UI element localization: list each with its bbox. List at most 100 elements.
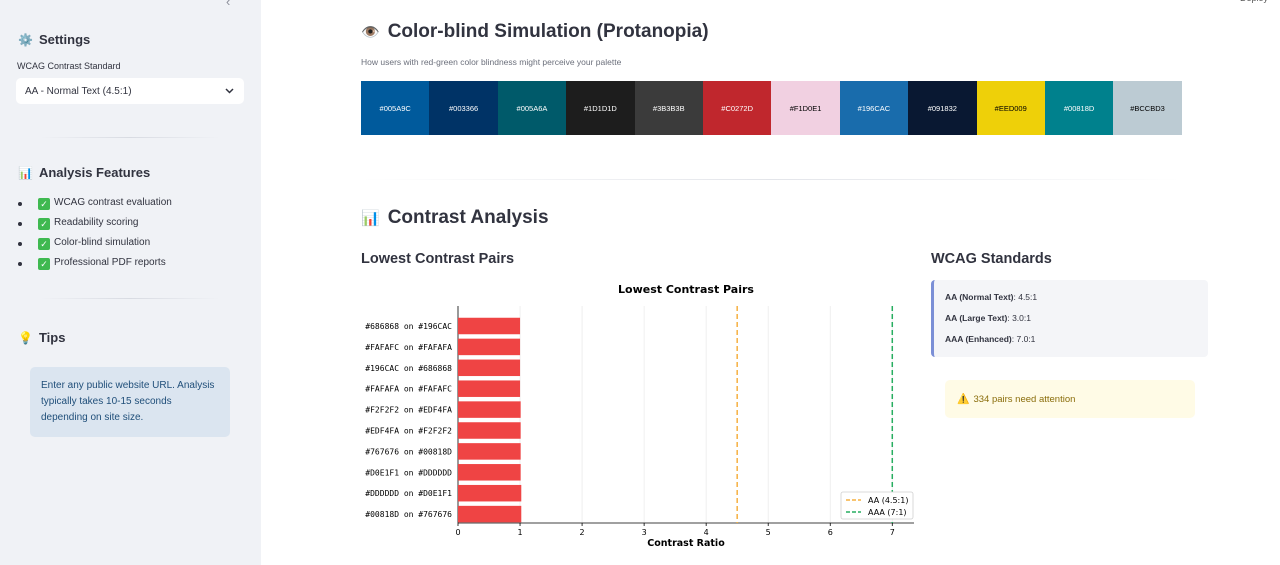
swatch-hex-label: #1D1D1D <box>583 103 617 113</box>
color-swatch: #003366 <box>429 81 498 135</box>
color-swatch: #F1D0E1 <box>771 81 840 135</box>
simulation-title: Color-blind Simulation (Protanopia) <box>387 21 709 42</box>
color-swatch: #EED009 <box>976 81 1045 135</box>
bar <box>458 359 521 377</box>
bar <box>458 380 521 397</box>
color-swatch: #C0272D <box>702 81 772 135</box>
collapse-sidebar-icon[interactable]: ‹ <box>226 0 231 9</box>
standard-row: AA (Normal Text): 4.5:1 <box>945 292 1038 302</box>
color-swatch: #005A9C <box>361 81 430 135</box>
bar-chart-icon: 📊 <box>361 210 380 227</box>
swatch-hex-label: #091832 <box>927 103 957 113</box>
x-tick-label: 1 <box>517 528 522 537</box>
sidebar-divider <box>40 137 220 138</box>
lightbulb-icon: 💡 <box>18 330 33 345</box>
contrast-heading: 📊 Contrast Analysis <box>361 207 549 229</box>
features-title: Analysis Features <box>38 165 151 180</box>
bar <box>458 484 522 502</box>
color-swatch: #005A6A <box>497 81 567 135</box>
y-tick-label: #FAFAFA on #FAFAFC <box>365 385 452 394</box>
bullet-icon <box>18 222 22 226</box>
wcag-standard-label: WCAG Contrast Standard <box>17 61 121 71</box>
standard-value: 4.5:1 <box>1018 292 1038 302</box>
lowest-pairs-heading: Lowest Contrast Pairs <box>361 251 515 267</box>
check-icon: ✓ <box>38 198 50 210</box>
legend-label: AAA (7:1) <box>868 508 907 517</box>
x-tick-label: 3 <box>642 528 647 537</box>
bar <box>458 338 521 356</box>
bar-chart-icon: 📊 <box>18 165 33 180</box>
feature-text: Professional PDF reports <box>54 257 166 268</box>
feature-text: Color-blind simulation <box>54 237 151 248</box>
bar <box>458 401 521 418</box>
standard-name: AAA (Enhanced) <box>945 334 1012 344</box>
settings-header: ⚙️ Settings <box>18 32 90 47</box>
standard-name: AA (Large Text) <box>945 313 1008 323</box>
x-tick-label: 7 <box>890 528 895 537</box>
color-swatch: #3B3B3B <box>634 81 703 135</box>
y-tick-label: #D0E1F1 on #DDDDDD <box>365 468 452 477</box>
tips-header: 💡 Tips <box>18 330 65 345</box>
color-swatch: #BCCBD3 <box>1113 81 1182 135</box>
bar <box>458 464 521 481</box>
feature-text: WCAG contrast evaluation <box>54 197 172 208</box>
swatch-hex-label: #00818D <box>1063 103 1095 113</box>
standard-row: AA (Large Text): 3.0:1 <box>945 313 1031 323</box>
features-header: 📊 Analysis Features <box>18 165 150 180</box>
y-tick-label: #686868 on #196CAC <box>365 322 452 331</box>
simulation-caption: How users with red-green color blindness… <box>361 57 622 67</box>
color-swatch: #00818D <box>1044 81 1114 135</box>
tips-text: Enter any public website URL. Analysis t… <box>41 380 215 423</box>
swatch-strip: #005A9C #003366 #005A6A #1D1D1D #3B3B3B #C027… <box>361 81 1182 135</box>
tips-title: Tips <box>38 330 66 345</box>
main-divider <box>361 179 1182 180</box>
color-swatch: #091832 <box>908 81 977 135</box>
wcag-standard-select[interactable]: AA - Normal Text (4.5:1) <box>16 78 244 104</box>
swatch-hex-label: #196CAC <box>857 103 891 113</box>
x-tick-label: 5 <box>766 528 771 537</box>
standard-value: 7.0:1 <box>1016 334 1036 344</box>
x-tick-label: 0 <box>455 528 460 537</box>
gear-icon: ⚙️ <box>18 32 33 47</box>
bar <box>458 505 522 523</box>
x-tick-label: 6 <box>828 528 833 537</box>
contrast-title: Contrast Analysis <box>387 207 549 228</box>
attention-warning: ⚠️ 334 pairs need attention <box>945 380 1195 418</box>
check-icon: ✓ <box>38 258 50 270</box>
color-swatch: #1D1D1D <box>566 81 635 135</box>
warning-text: 334 pairs need attention <box>973 393 1076 405</box>
swatch-hex-label: #EED009 <box>994 103 1027 113</box>
swatch-hex-label: #005A9C <box>379 103 411 113</box>
feature-text: Readability scoring <box>54 217 139 228</box>
bar <box>458 317 521 335</box>
bullet-icon <box>18 262 22 266</box>
x-tick-label: 4 <box>704 528 709 537</box>
eye-icon: 👁️ <box>361 24 380 41</box>
swatch-hex-label: #BCCBD3 <box>1130 103 1165 113</box>
standard-row: AAA (Enhanced): 7.0:1 <box>945 334 1036 344</box>
deploy-button[interactable]: Deploy <box>1240 0 1268 3</box>
y-tick-label: #F2F2F2 on #EDF4FA <box>365 406 452 415</box>
tips-info-box: Enter any public website URL. Analysis t… <box>30 367 230 437</box>
color-swatch: #196CAC <box>839 81 909 135</box>
simulation-heading: 👁️ Color-blind Simulation (Protanopia) <box>361 21 709 43</box>
bullet-icon <box>18 202 22 206</box>
standard-value: 3.0:1 <box>1012 313 1031 323</box>
y-tick-label: #DDDDDD on #D0E1F1 <box>365 489 452 498</box>
legend-label: AA (4.5:1) <box>868 496 908 505</box>
swatch-hex-label: #003366 <box>448 103 479 113</box>
settings-title: Settings <box>38 32 91 47</box>
wcag-standards-heading: WCAG Standards <box>931 251 1052 267</box>
swatch-hex-label: #3B3B3B <box>652 103 685 113</box>
y-tick-label: #FAFAFC on #FAFAFA <box>365 343 452 352</box>
check-icon: ✓ <box>38 218 50 230</box>
bullet-icon <box>18 242 22 246</box>
swatch-hex-label: #005A6A <box>516 103 548 113</box>
standard-name: AA (Normal Text) <box>945 292 1014 302</box>
swatch-hex-label: #F1D0E1 <box>789 103 822 113</box>
check-icon: ✓ <box>38 238 50 250</box>
contrast-chart: Lowest Contrast Pairs #686868 on #196CAC #… <box>365 283 914 549</box>
wcag-standard-value: AA - Normal Text (4.5:1) <box>25 85 132 97</box>
sidebar-divider <box>40 298 220 299</box>
